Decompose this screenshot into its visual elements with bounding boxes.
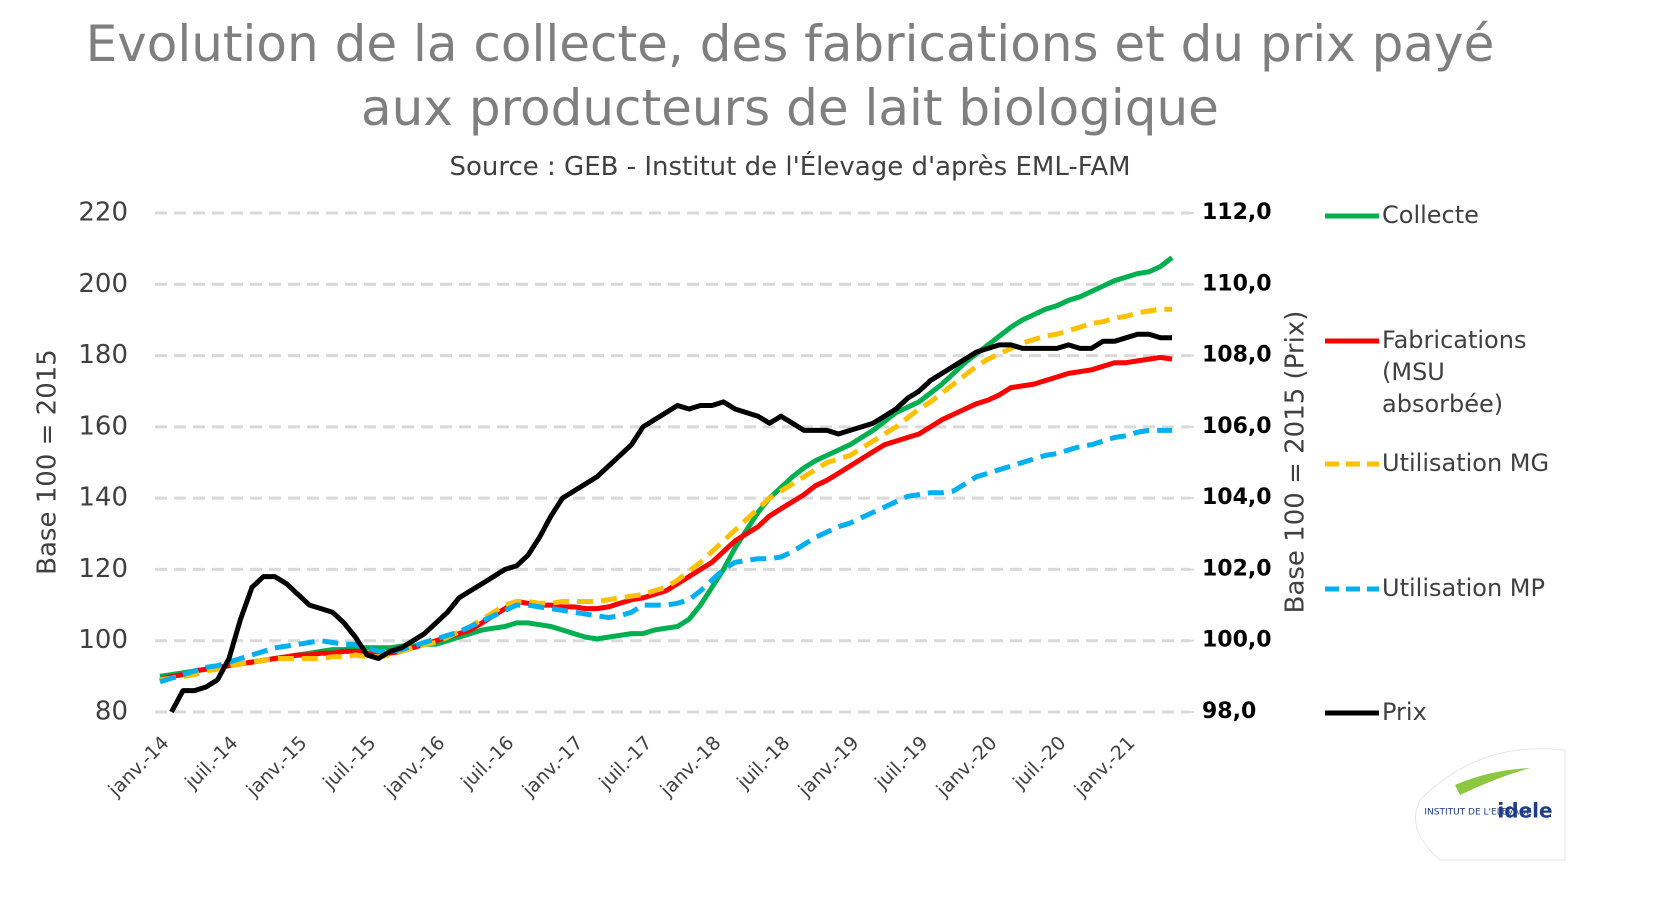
legend-swatch	[1325, 461, 1379, 467]
y2-tick-label: 98,0	[1202, 699, 1256, 724]
logo-brand: idele	[1497, 799, 1552, 823]
x-tick-label: janv.-19	[794, 732, 864, 802]
logo-swoosh	[1455, 768, 1530, 795]
y-tick-label: 220	[78, 198, 128, 228]
x-tick-label: juil.-20	[1008, 732, 1070, 794]
x-tick-label: janv.-20	[932, 732, 1002, 802]
y-tick-label: 120	[78, 554, 128, 584]
legend-label: Utilisation MP	[1382, 574, 1545, 602]
chart-subtitle: Source : GEB - Institut de l'Élevage d'a…	[449, 152, 1131, 182]
y2-tick-label: 110,0	[1202, 271, 1272, 296]
x-tick-label: juil.-17	[594, 732, 656, 794]
series-line	[159, 255, 1174, 679]
legend-swatch	[1325, 586, 1379, 592]
legend-label: Prix	[1382, 698, 1427, 726]
y-tick-label: 140	[78, 483, 128, 513]
y2-tick-label: 100,0	[1202, 628, 1272, 653]
logo-badge	[1415, 748, 1566, 861]
y-axis-title: Base 100 = 2015	[33, 349, 63, 575]
legend-swatch	[1325, 213, 1379, 219]
legend-label: Collecte	[1382, 201, 1479, 229]
logo: INSTITUT DE L'ELEVAGE idele	[1415, 748, 1566, 861]
x-tick-label: juil.-14	[180, 732, 242, 794]
y2-tick-label: 108,0	[1202, 343, 1272, 368]
x-tick-label: janv.-14	[104, 732, 174, 802]
legend-label: Fabrications (MSU absorbée)	[1382, 326, 1527, 418]
x-tick-label: janv.-16	[380, 732, 450, 802]
x-tick-label: juil.-16	[456, 732, 518, 794]
logo-text: INSTITUT DE L'ELEVAGE	[1424, 808, 1532, 818]
legend-label: Utilisation MG	[1382, 449, 1550, 477]
y-tick-label: 200	[78, 269, 128, 299]
y-tick-label: 180	[78, 340, 128, 370]
legend-swatch	[1325, 338, 1379, 344]
y2-tick-label: 102,0	[1202, 556, 1272, 581]
x-tick-label: janv.-17	[518, 732, 588, 802]
x-tick-label: janv.-18	[656, 732, 726, 802]
y-tick-label: 160	[78, 411, 128, 441]
x-tick-label: janv.-21	[1070, 732, 1140, 802]
legend-swatch	[1325, 710, 1379, 716]
y2-axis-title: Base 100 = 2015 (Prix)	[1281, 311, 1311, 614]
series-line	[159, 354, 1173, 683]
x-tick-label: juil.-18	[732, 732, 794, 794]
y-tick-label: 100	[78, 625, 128, 655]
y2-tick-label: 112,0	[1202, 200, 1272, 225]
y-tick-label: 80	[95, 697, 128, 727]
x-tick-label: juil.-19	[870, 732, 932, 794]
y2-tick-label: 106,0	[1202, 414, 1272, 439]
x-tick-label: juil.-15	[318, 732, 380, 794]
series-line	[159, 306, 1172, 683]
series-line	[159, 427, 1172, 685]
x-tick-label: janv.-15	[242, 732, 312, 802]
chart-title: Evolution de la collecte, des fabricatio…	[85, 15, 1495, 137]
y2-tick-label: 104,0	[1202, 485, 1272, 510]
series-line	[169, 331, 1172, 714]
